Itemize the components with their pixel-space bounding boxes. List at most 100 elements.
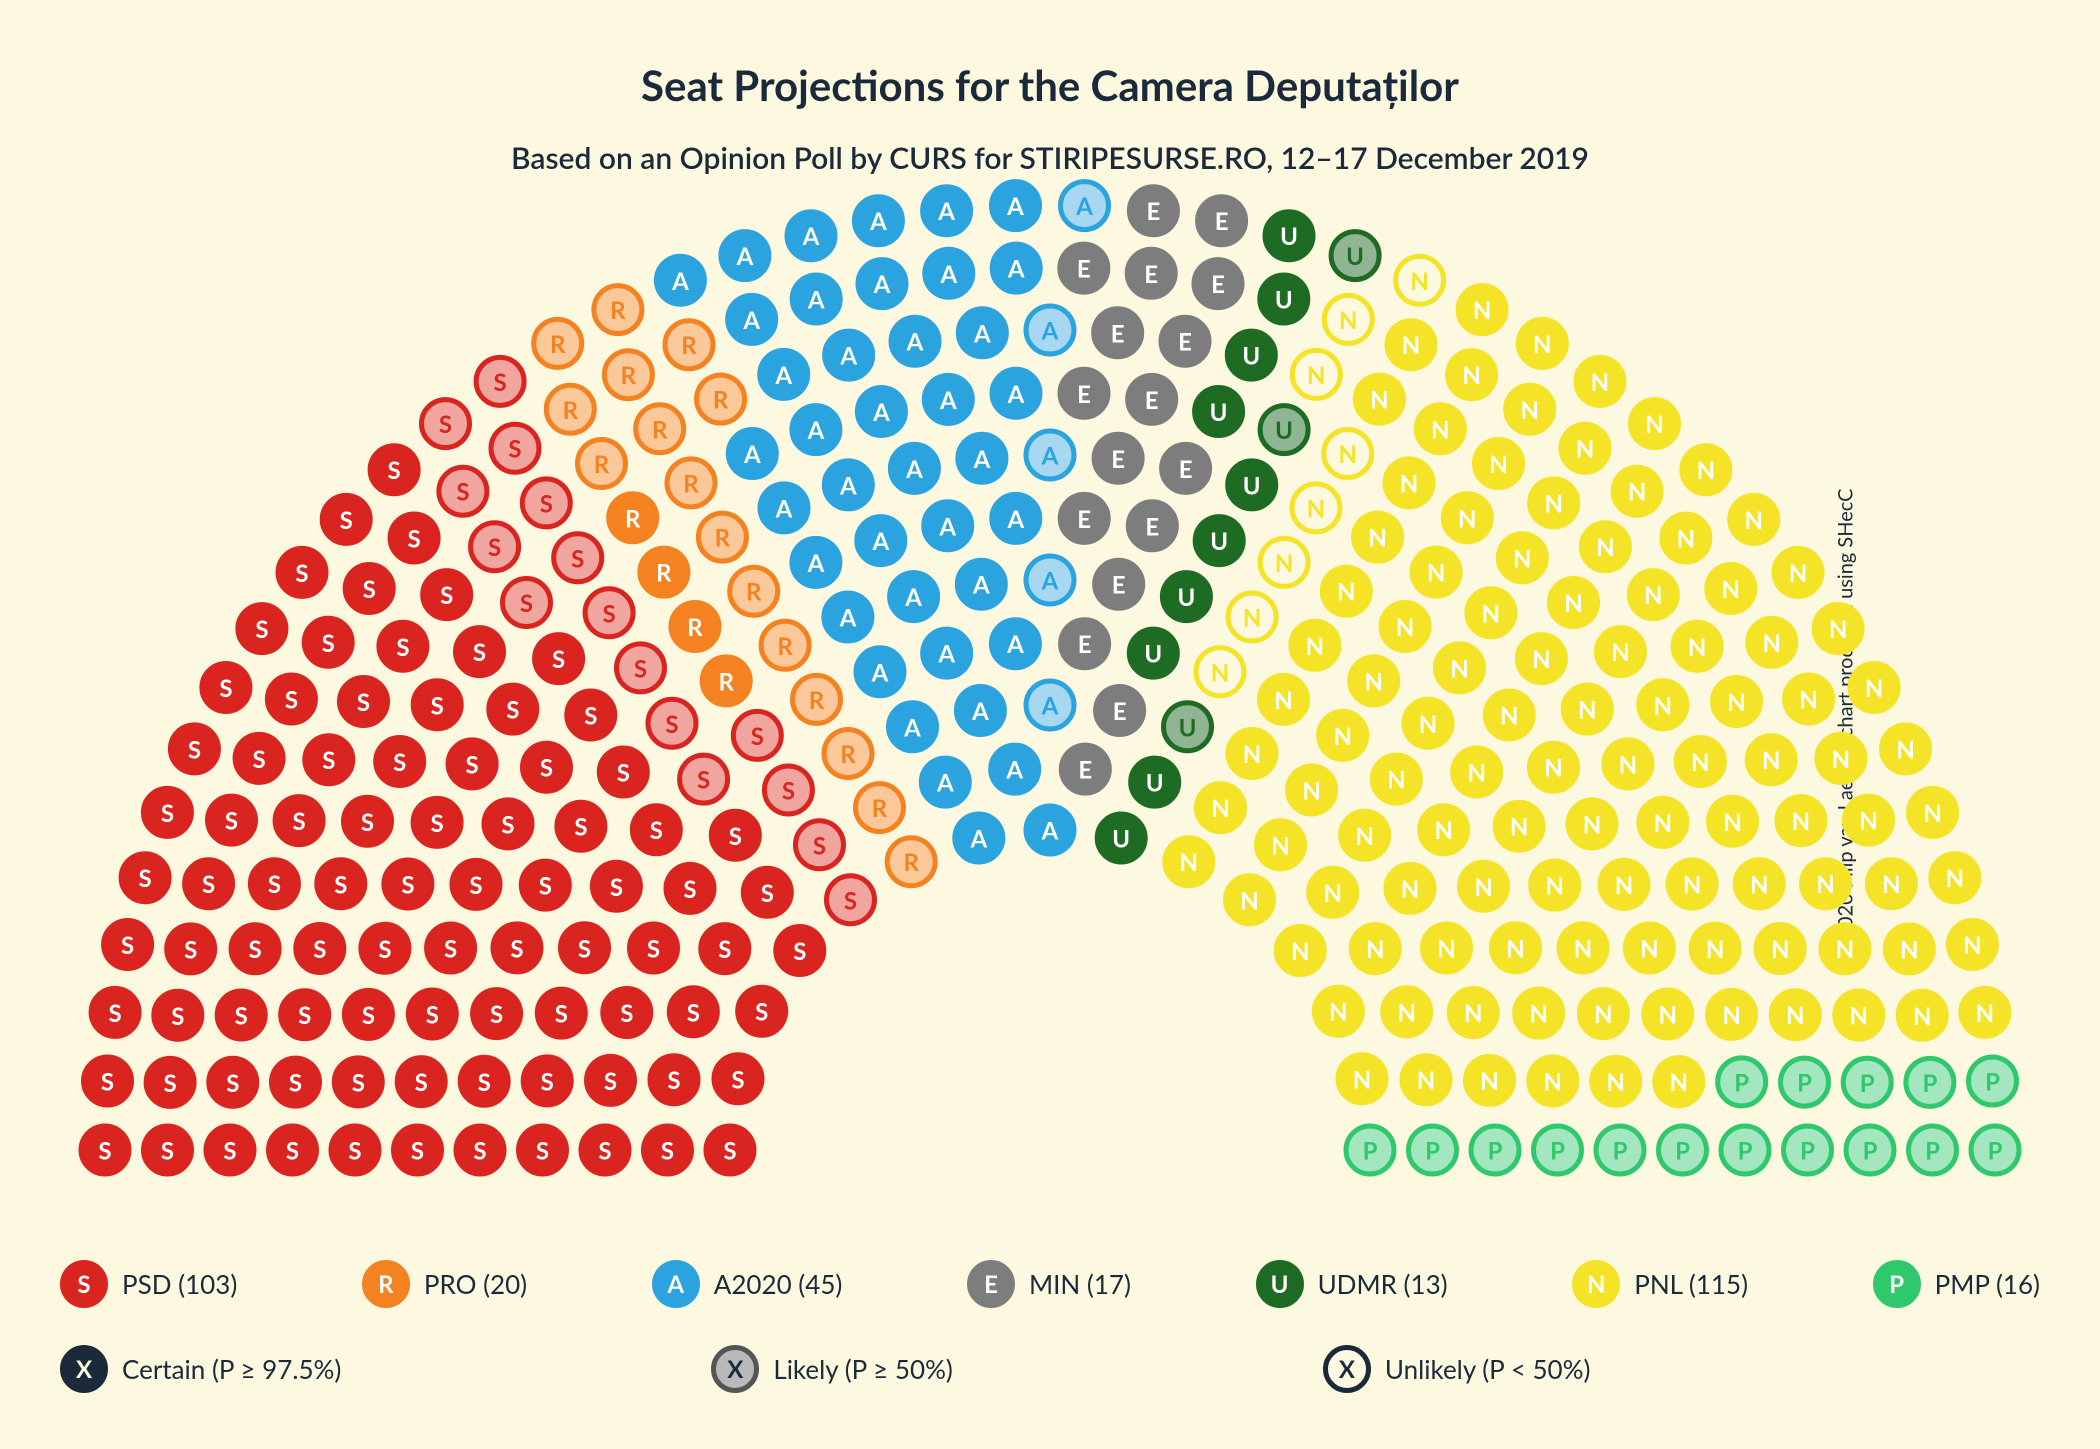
svg-text:N: N	[1799, 686, 1818, 715]
svg-text:N: N	[1366, 935, 1385, 964]
svg-text:U: U	[1275, 286, 1293, 315]
seat-pnl: N	[1436, 644, 1484, 692]
svg-text:N: N	[1611, 638, 1630, 667]
seat-pnl: N	[1563, 685, 1611, 733]
seat-pnl: N	[1292, 350, 1340, 398]
seat-psd: S	[680, 755, 728, 803]
svg-text:S: S	[161, 1137, 174, 1166]
seat-psd: S	[376, 738, 424, 786]
seat-pnl: N	[1372, 755, 1420, 803]
svg-text:A: A	[1006, 505, 1024, 534]
seat-min: E	[1060, 494, 1108, 542]
svg-text:N: N	[1533, 330, 1552, 359]
svg-text:N: N	[1771, 935, 1790, 964]
seat-pnl: N	[1867, 860, 1915, 908]
seat-psd: S	[390, 514, 438, 562]
seat-psd: S	[632, 806, 680, 854]
svg-text:S: S	[650, 816, 663, 845]
seat-pnl: N	[1351, 925, 1399, 973]
svg-text:P: P	[1797, 1069, 1812, 1098]
svg-text:S: S	[352, 1068, 365, 1097]
seat-a2020: A	[991, 745, 1039, 793]
svg-text:A: A	[972, 571, 990, 600]
svg-text:N: N	[1596, 533, 1615, 562]
svg-text:S: S	[322, 629, 335, 658]
seat-pmp: P	[1969, 1057, 2017, 1105]
seat-psd: S	[206, 1126, 254, 1174]
seat-psd: S	[711, 811, 759, 859]
seat-pro: R	[730, 567, 778, 615]
seat-pnl: N	[1518, 319, 1566, 367]
seat-pnl: N	[1597, 628, 1645, 676]
svg-text:S: S	[540, 754, 553, 783]
seat-psd: S	[81, 1126, 129, 1174]
seat-pnl: N	[1817, 734, 1865, 782]
svg-text:E: E	[1078, 630, 1092, 659]
seat-min: E	[1060, 369, 1108, 417]
seat-psd: S	[217, 991, 265, 1039]
seat-pnl: N	[1260, 538, 1308, 586]
svg-text:S: S	[478, 1068, 491, 1097]
seat-pnl: N	[1655, 1058, 1703, 1106]
seat-psd: S	[322, 495, 370, 543]
seat-udmr: U	[1228, 461, 1276, 509]
seat-pnl: N	[1226, 876, 1274, 924]
seat-psd: S	[630, 924, 678, 972]
svg-text:N: N	[1417, 1066, 1436, 1095]
seat-pnl: N	[1948, 921, 1996, 969]
legend-label-min: MIN (17)	[1029, 1268, 1131, 1300]
seat-pnl: N	[1735, 860, 1783, 908]
svg-text:S: S	[634, 654, 647, 683]
svg-text:S: S	[313, 935, 326, 964]
seat-psd: S	[334, 1058, 382, 1106]
svg-text:R: R	[621, 361, 637, 390]
seat-pnl: N	[1629, 571, 1677, 619]
svg-text:N: N	[1750, 870, 1769, 899]
svg-text:E: E	[1113, 697, 1127, 726]
seat-pnl: N	[1467, 589, 1515, 637]
seat-pnl: N	[1613, 467, 1661, 515]
svg-text:E: E	[1145, 386, 1159, 415]
seat-psd: S	[650, 1056, 698, 1104]
seat-pnl: N	[1821, 925, 1869, 973]
seat-pnl: N	[1771, 991, 1819, 1039]
svg-text:A: A	[1041, 442, 1059, 471]
svg-text:A: A	[1006, 630, 1024, 659]
svg-text:N: N	[1482, 599, 1501, 628]
seat-udmr: U	[1162, 573, 1210, 621]
svg-text:A: A	[969, 825, 987, 854]
seat-psd: S	[796, 821, 844, 869]
seat-pnl: N	[1707, 565, 1755, 613]
svg-text:S: S	[255, 615, 268, 644]
svg-text:E: E	[1112, 571, 1126, 600]
svg-text:A: A	[871, 658, 889, 687]
svg-text:N: N	[1882, 870, 1901, 899]
svg-text:U: U	[1146, 769, 1164, 798]
svg-text:A: A	[873, 270, 891, 299]
svg-text:A: A	[1041, 692, 1059, 721]
seat-psd: S	[422, 400, 470, 448]
svg-text:S: S	[539, 872, 552, 901]
seat-pmp: P	[1971, 1126, 2019, 1174]
svg-text:S: S	[571, 544, 584, 573]
svg-text:U: U	[1346, 242, 1364, 271]
svg-text:S: S	[598, 1137, 611, 1166]
seat-pnl: N	[1531, 861, 1579, 909]
svg-text:R: R	[652, 415, 668, 444]
svg-text:S: S	[494, 368, 507, 397]
seat-pnl: N	[1676, 738, 1724, 786]
svg-text:S: S	[98, 1137, 111, 1166]
seat-pnl: N	[1338, 1055, 1386, 1103]
seat-pnl: N	[1682, 446, 1730, 494]
seat-psd: S	[340, 678, 388, 726]
seat-pmp: P	[1906, 1058, 1954, 1106]
seat-pro: R	[671, 603, 719, 651]
seat-pro: R	[887, 838, 935, 886]
seat-pro: R	[667, 459, 715, 507]
seat-udmr: U	[1331, 232, 1379, 280]
seat-psd: S	[644, 1126, 692, 1174]
svg-text:R: R	[687, 613, 703, 642]
svg-text:R: R	[594, 450, 610, 479]
svg-text:S: S	[388, 456, 401, 485]
svg-text:P: P	[1675, 1137, 1690, 1166]
